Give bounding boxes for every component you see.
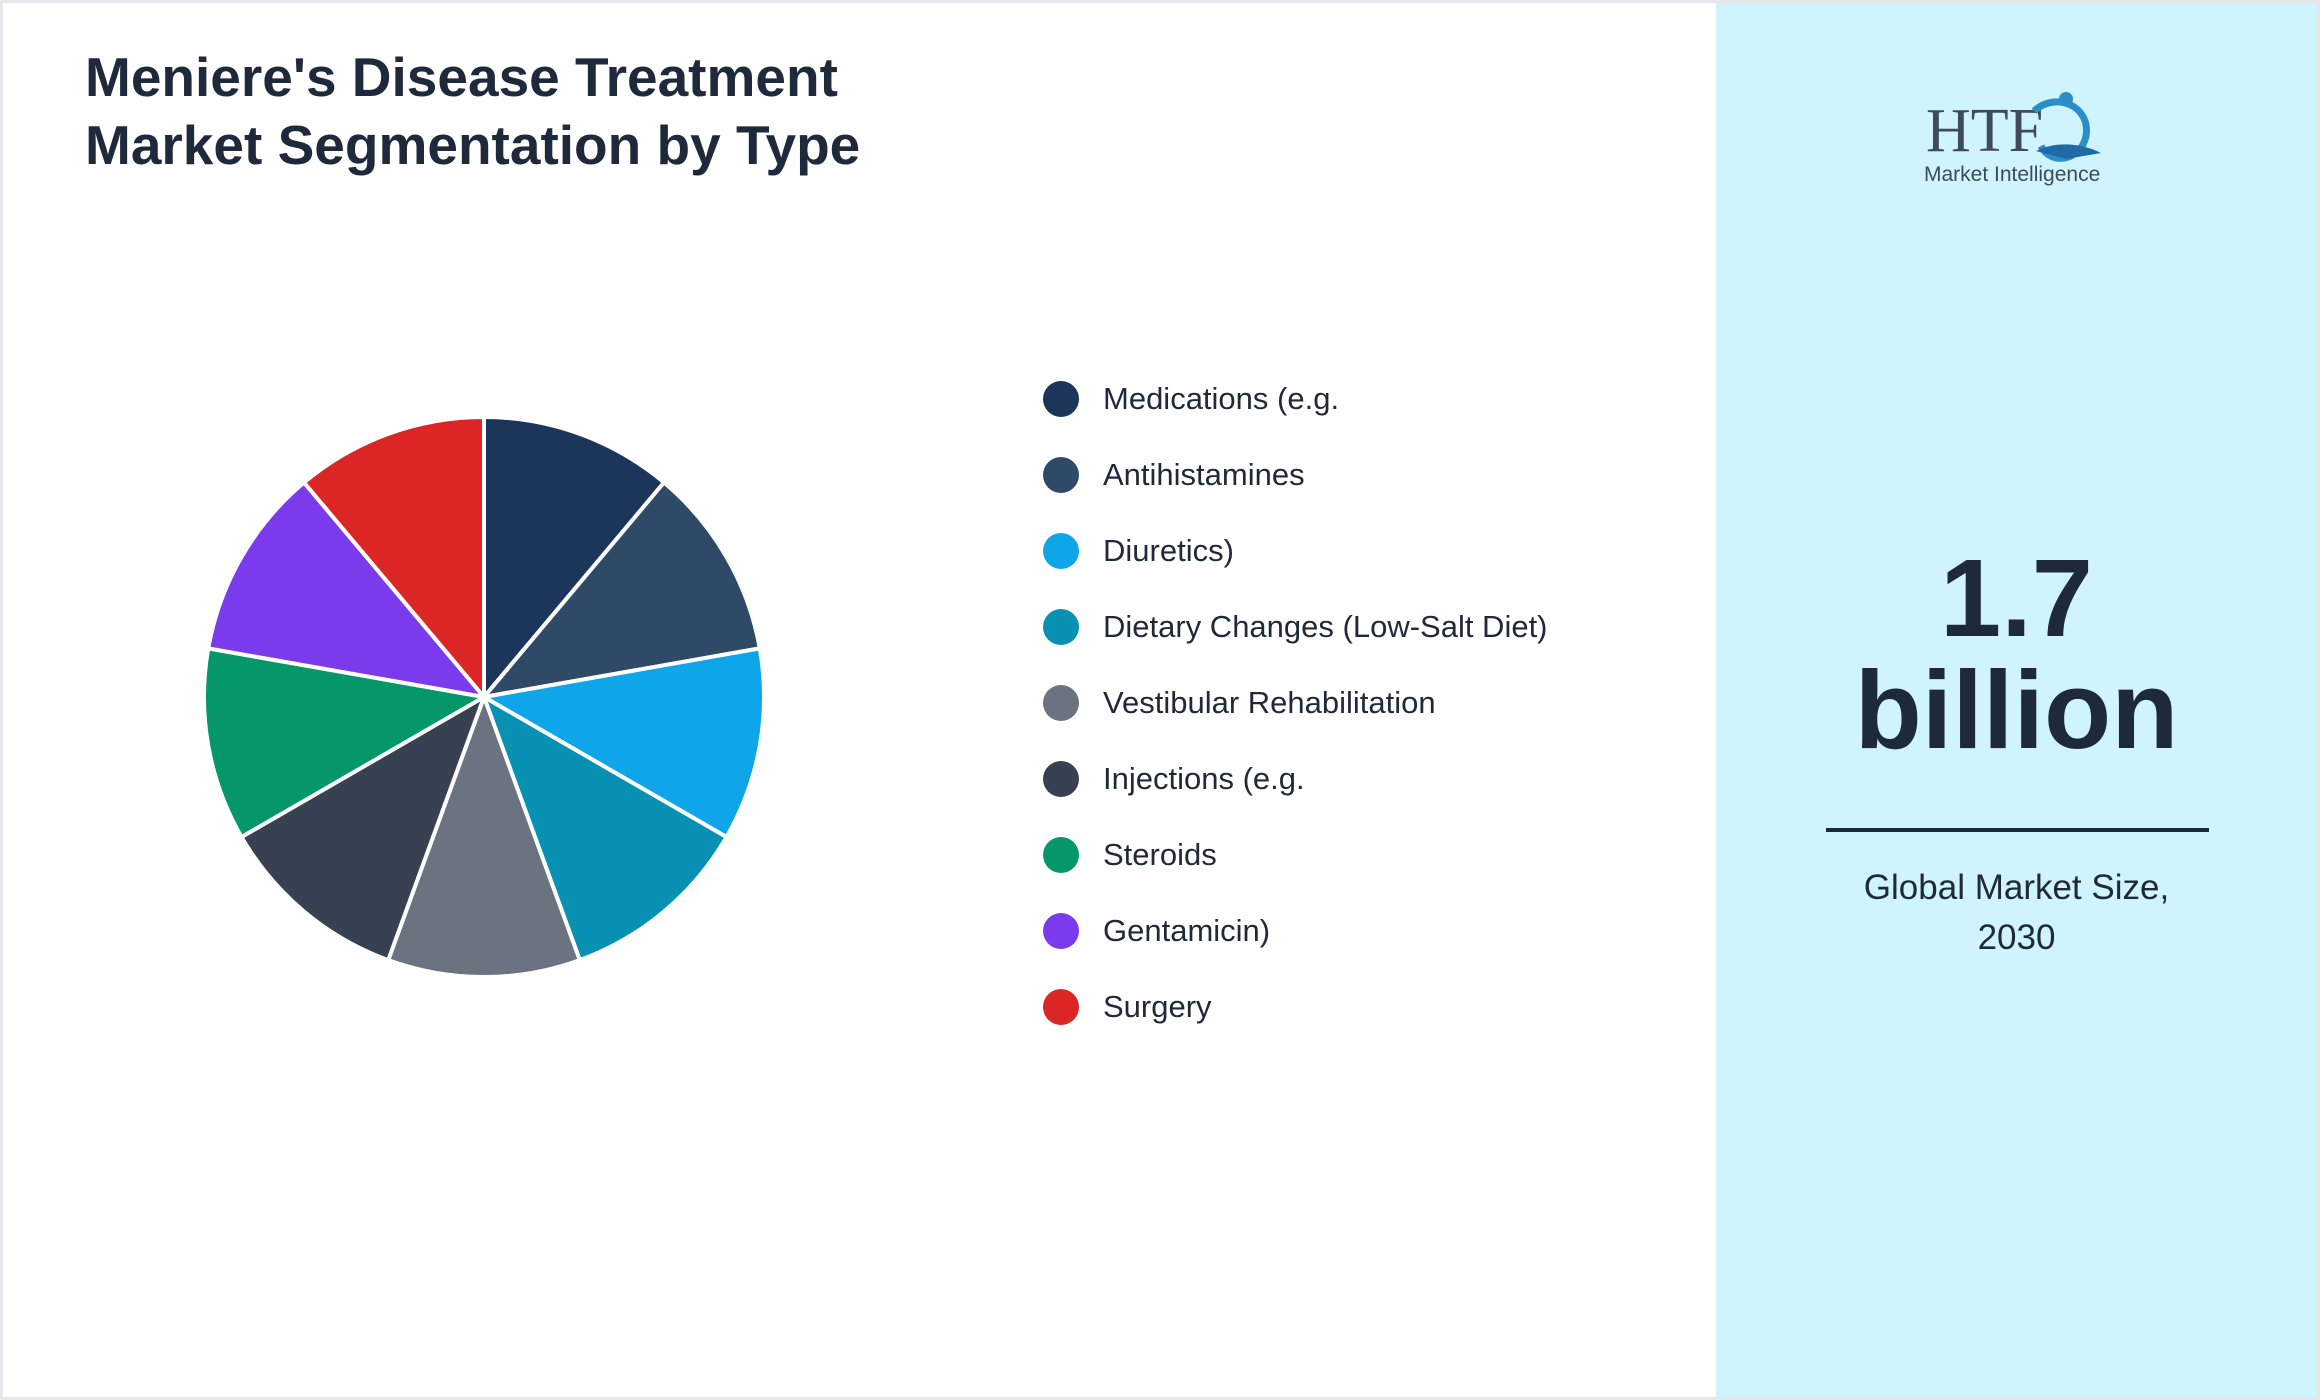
market-size-unit: billion bbox=[1854, 649, 2179, 772]
legend-label: Surgery bbox=[1103, 989, 1212, 1024]
caption-line-2: 2030 bbox=[1977, 918, 2056, 957]
htf-logo: HTF Market Intelligence bbox=[1924, 92, 2101, 186]
logo-wave-icon bbox=[2036, 144, 2101, 159]
logo-dot-icon bbox=[2059, 92, 2073, 106]
pie-chart bbox=[202, 415, 766, 979]
pie-slice-9 bbox=[302, 415, 486, 699]
logo-swirl-icon bbox=[2031, 98, 2090, 162]
legend-swatch bbox=[1043, 685, 1079, 721]
pie-slice-5 bbox=[386, 695, 582, 979]
legend-item: Surgery bbox=[1043, 969, 1548, 1045]
legend-item: Vestibular Rehabilitation bbox=[1043, 665, 1548, 741]
pie-slice-8 bbox=[206, 480, 486, 699]
legend-swatch bbox=[1043, 989, 1079, 1025]
pie-slice-1 bbox=[482, 415, 666, 699]
legend-label: Steroids bbox=[1103, 837, 1217, 872]
market-size-value: 1.7 billion bbox=[1716, 543, 2317, 767]
logo-tagline: Market Intelligence bbox=[1924, 163, 2100, 186]
chart-title-line-2: Market Segmentation by Type bbox=[85, 114, 861, 176]
market-size-number: 1.7 bbox=[1940, 537, 2093, 660]
chart-legend: Medications (e.g. Antihistamines Diuretics… bbox=[1043, 361, 1548, 1045]
legend-swatch bbox=[1043, 457, 1079, 493]
market-size-panel: HTF Market Intelligence 1.7 billion Glob… bbox=[1716, 3, 2317, 1397]
legend-swatch bbox=[1043, 381, 1079, 417]
legend-label: Dietary Changes (Low-Salt Diet) bbox=[1103, 609, 1548, 644]
legend-label: Diuretics) bbox=[1103, 533, 1234, 568]
legend-label: Injections (e.g. bbox=[1103, 761, 1305, 796]
legend-label: Gentamicin) bbox=[1103, 913, 1271, 948]
infographic-frame: Meniere's Disease Treatment Market Segme… bbox=[3, 3, 2317, 1397]
legend-item: Steroids bbox=[1043, 817, 1548, 893]
pie-slice-4 bbox=[482, 695, 729, 963]
chart-title-line-1: Meniere's Disease Treatment bbox=[85, 46, 838, 108]
pie-slice-7 bbox=[202, 646, 486, 839]
legend-item: Diuretics) bbox=[1043, 513, 1548, 589]
legend-label: Medications (e.g. bbox=[1103, 381, 1340, 416]
legend-swatch bbox=[1043, 837, 1079, 873]
pie-slice-2 bbox=[482, 480, 762, 699]
legend-label: Vestibular Rehabilitation bbox=[1103, 685, 1436, 720]
market-size-caption: Global Market Size, 2030 bbox=[1716, 863, 2317, 963]
pie-slice-6 bbox=[239, 695, 486, 963]
legend-swatch bbox=[1043, 609, 1079, 645]
legend-item: Antihistamines bbox=[1043, 437, 1548, 513]
legend-swatch bbox=[1043, 533, 1079, 569]
legend-item: Injections (e.g. bbox=[1043, 741, 1548, 817]
pie-slice-3 bbox=[482, 646, 766, 839]
legend-swatch bbox=[1043, 761, 1079, 797]
chart-title: Meniere's Disease Treatment Market Segme… bbox=[85, 43, 1085, 179]
divider bbox=[1826, 828, 2209, 832]
caption-line-1: Global Market Size, bbox=[1863, 868, 2170, 907]
legend-swatch bbox=[1043, 913, 1079, 949]
legend-item: Gentamicin) bbox=[1043, 893, 1548, 969]
legend-item: Medications (e.g. bbox=[1043, 361, 1548, 437]
legend-label: Antihistamines bbox=[1103, 457, 1305, 492]
legend-item: Dietary Changes (Low-Salt Diet) bbox=[1043, 589, 1548, 665]
logo-wordmark: HTF bbox=[1926, 97, 2043, 165]
